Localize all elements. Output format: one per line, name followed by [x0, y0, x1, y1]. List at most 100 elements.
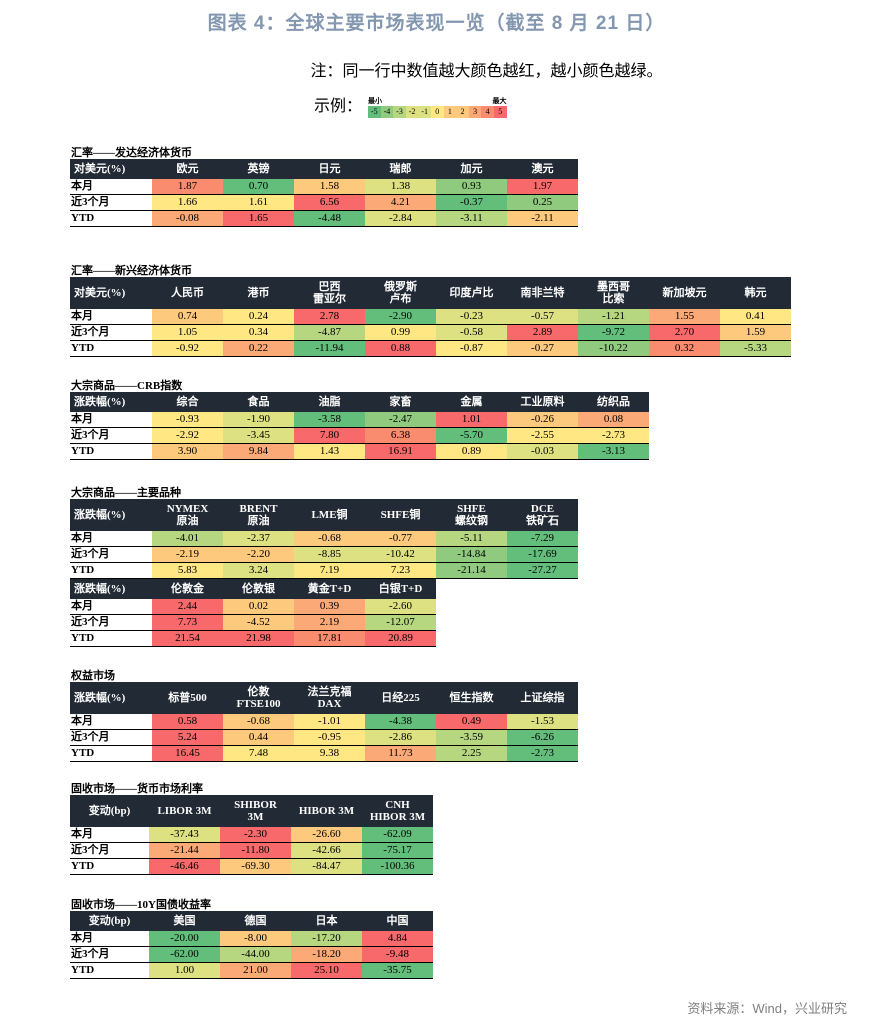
- value-cell: -2.73: [578, 427, 649, 444]
- value-cell: -26.60: [291, 827, 362, 843]
- value-cell: -46.46: [149, 858, 220, 875]
- value-cell: -2.60: [365, 599, 436, 615]
- value-cell: -0.23: [436, 309, 507, 325]
- market-section: 固收市场——货币市场利率 变动(bp) LIBOR 3M SHIBOR 3M HIBOR …: [70, 782, 433, 875]
- legend-step: -2: [405, 106, 419, 118]
- column-header: SHFE铜: [365, 499, 436, 531]
- table-row: YTD 3.90 9.84 1.43 16.91 0.89 -0.03 -3.13: [70, 443, 649, 460]
- value-cell: -2.20: [223, 546, 294, 563]
- color-note: 注：同一行中数值越大颜色越红，越小颜色越绿。: [310, 63, 663, 80]
- column-header: HIBOR 3M: [291, 795, 362, 827]
- column-header: 综合: [152, 392, 223, 412]
- header-row: 变动(bp) 美国 德国 日本 中国: [70, 911, 433, 931]
- market-section: 大宗商品——CRB指数 涨跌幅(%) 综合 食品 油脂 家畜 金属 工业原料 纺织品 本月 -0.9…: [70, 379, 649, 460]
- value-cell: 0.49: [436, 714, 507, 730]
- legend-step: 2: [456, 106, 469, 118]
- value-cell: 0.02: [223, 599, 294, 615]
- column-header: 日本: [291, 911, 362, 931]
- corner-header: 涨跌幅(%): [70, 682, 152, 714]
- section-title: 固收市场——货币市场利率: [71, 783, 203, 795]
- column-header: CNH HIBOR 3M: [362, 795, 433, 827]
- value-cell: -0.08: [152, 210, 223, 227]
- value-cell: 3.90: [152, 443, 223, 460]
- header-row: 变动(bp) LIBOR 3M SHIBOR 3M HIBOR 3M CNH HIBOR 3…: [70, 795, 433, 827]
- value-cell: -44.00: [220, 946, 291, 963]
- row-label: 近3个月: [70, 546, 152, 563]
- value-cell: -21.44: [149, 842, 220, 859]
- value-cell: 0.08: [578, 412, 649, 428]
- value-cell: 7.19: [294, 562, 365, 579]
- row-label: 近3个月: [70, 729, 152, 746]
- value-cell: 1.87: [152, 179, 223, 195]
- column-header: 巴西 雷亚尔: [294, 277, 365, 309]
- column-header: 英镑: [223, 159, 294, 179]
- legend-step: 1: [443, 106, 457, 118]
- value-cell: 3.24: [223, 562, 294, 579]
- market-section: 大宗商品——主要品种 涨跌幅(%) NYMEX 原油 BRENT 原油 LME铜 SHFE铜 S…: [70, 486, 578, 647]
- value-cell: -62.09: [362, 827, 433, 843]
- value-cell: -1.21: [578, 309, 649, 325]
- row-label: 本月: [70, 599, 152, 615]
- value-cell: 16.45: [152, 745, 223, 762]
- value-cell: -5.33: [720, 340, 791, 357]
- value-cell: -2.30: [220, 827, 291, 843]
- value-cell: 0.70: [223, 179, 294, 195]
- row-label: 近3个月: [70, 842, 149, 859]
- column-header: 加元: [436, 159, 507, 179]
- value-cell: -17.69: [507, 546, 578, 563]
- performance-table: 对美元(%) 人民币 港币 巴西 雷亚尔 俄罗斯 卢布 印度卢比 南非兰特 墨西哥 比索 新加坡元 韩元…: [70, 277, 791, 357]
- performance-table: 涨跌幅(%) 综合 食品 油脂 家畜 金属 工业原料 纺织品 本月 -0.93 -1.90 -3.58…: [70, 392, 649, 460]
- table-row: 近3个月 -2.19 -2.20 -8.85 -10.42 -14.84 -17.69: [70, 546, 578, 563]
- legend-step: 4: [481, 106, 494, 118]
- table-row: 本月 -20.00 -8.00 -17.20 4.84: [70, 931, 433, 947]
- value-cell: -14.84: [436, 546, 507, 563]
- row-label: YTD: [70, 745, 152, 762]
- value-cell: -11.80: [220, 842, 291, 859]
- column-header: SHFE 螺纹钢: [436, 499, 507, 531]
- column-header: 欧元: [152, 159, 223, 179]
- value-cell: 2.19: [294, 614, 365, 631]
- source-note: 资料来源：Wind，兴业研究: [687, 1001, 847, 1016]
- value-cell: 9.38: [294, 745, 365, 762]
- value-cell: -1.01: [294, 714, 365, 730]
- table-row: YTD -0.08 1.65 -4.48 -2.84 -3.11 -2.11: [70, 210, 578, 227]
- value-cell: 7.48: [223, 745, 294, 762]
- column-header: LME铜: [294, 499, 365, 531]
- row-label: 近3个月: [70, 194, 152, 211]
- column-header: 食品: [223, 392, 294, 412]
- market-section: 汇率——新兴经济体货币 对美元(%) 人民币 港币 巴西 雷亚尔 俄罗斯 卢布 印度卢比 南非兰特…: [70, 264, 791, 357]
- column-header: 油脂: [294, 392, 365, 412]
- value-cell: 0.89: [436, 443, 507, 460]
- legend-step: -3: [393, 106, 406, 118]
- column-header: 伦敦 FTSE100: [223, 682, 294, 714]
- value-cell: -0.58: [436, 324, 507, 341]
- value-cell: 21.54: [152, 630, 223, 647]
- value-cell: -17.20: [291, 931, 362, 947]
- legend-step: 3: [468, 106, 482, 118]
- figure-title: 图表 4：全球主要市场表现一览（截至 8 月 21 日）: [207, 13, 666, 34]
- row-label: 本月: [70, 412, 152, 428]
- value-cell: -3.11: [436, 210, 507, 227]
- column-header: 伦敦银: [223, 579, 294, 599]
- value-cell: 0.41: [720, 309, 791, 325]
- column-header: 工业原料: [507, 392, 578, 412]
- corner-header: 涨跌幅(%): [70, 392, 152, 412]
- value-cell: 1.59: [720, 324, 791, 341]
- value-cell: 0.22: [223, 340, 294, 357]
- value-cell: 4.84: [362, 931, 433, 947]
- value-cell: 16.91: [365, 443, 436, 460]
- column-header: 法兰克福 DAX: [294, 682, 365, 714]
- value-cell: -4.48: [294, 210, 365, 227]
- corner-header: 涨跌幅(%): [70, 499, 152, 531]
- column-header: NYMEX 原油: [152, 499, 223, 531]
- column-header: DCE 铁矿石: [507, 499, 578, 531]
- corner-header: 涨跌幅(%): [70, 579, 152, 599]
- value-cell: 7.73: [152, 614, 223, 631]
- value-cell: -2.11: [507, 210, 578, 227]
- column-header: 瑞郎: [365, 159, 436, 179]
- table-row: 本月 2.44 0.02 0.39 -2.60: [70, 599, 436, 615]
- value-cell: 1.66: [152, 194, 223, 211]
- value-cell: -21.14: [436, 562, 507, 579]
- corner-header: 变动(bp): [70, 795, 149, 827]
- value-cell: -1.90: [223, 412, 294, 428]
